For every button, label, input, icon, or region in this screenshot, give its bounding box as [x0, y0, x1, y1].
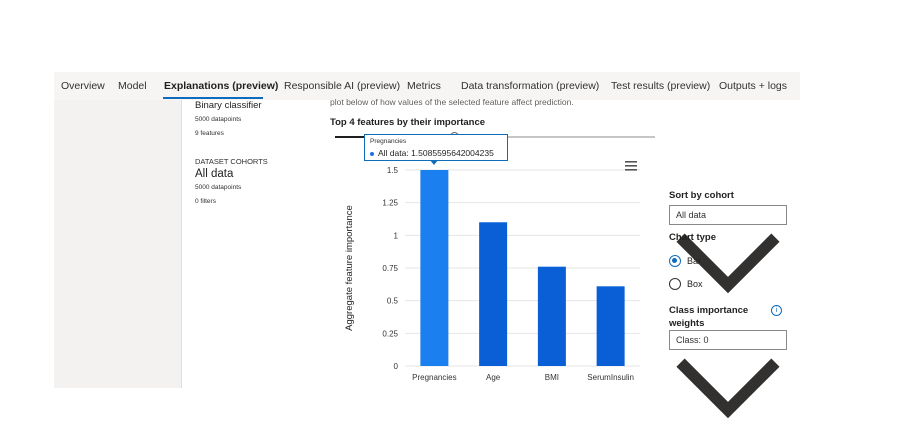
tab-data-transformation[interactable]: Data transformation (preview)	[461, 80, 600, 92]
series-dot-icon	[370, 151, 374, 156]
tooltip-title: Pregnancies	[370, 138, 407, 145]
bar-age	[479, 222, 508, 366]
bar-tooltip: Pregnancies All data: 1.5085595642004235	[364, 134, 508, 161]
tooltip-pointer	[430, 160, 438, 165]
panel-divider	[181, 100, 182, 388]
y-tick-label: 0.5	[387, 297, 399, 306]
bar-radio-label: Bar	[687, 256, 702, 266]
tab-explanations[interactable]: Explanations (preview)	[164, 80, 279, 92]
chevron-down-icon	[676, 358, 780, 419]
x-tick-label: Age	[486, 373, 501, 382]
sort-by-cohort-dropdown[interactable]: All data	[669, 205, 787, 294]
chart-heading: Top 4 features by their importance	[330, 117, 486, 128]
box-radio[interactable]	[669, 278, 681, 290]
class-weights-value: Class: 0	[676, 335, 709, 345]
cohort-filters: 0 filters	[195, 198, 216, 205]
tab-outputs-logs[interactable]: Outputs + logs	[719, 80, 787, 92]
bar-bmi	[537, 266, 566, 366]
y-tick-label: 0.25	[382, 329, 398, 338]
cohorts-header: DATASET COHORTS	[195, 157, 268, 166]
chevron-down-icon	[676, 233, 780, 294]
model-type: Binary classifier	[195, 100, 262, 111]
y-tick-label: 1.25	[382, 199, 398, 208]
tab-overview[interactable]: Overview	[61, 80, 105, 92]
class-weights-dropdown[interactable]: Class: 0	[669, 330, 787, 419]
tab-test-results[interactable]: Test results (preview)	[611, 80, 711, 92]
y-tick-label: 0.75	[382, 264, 398, 273]
intro-text: plot below of how values of the selected…	[330, 97, 574, 107]
box-radio-label: Box	[687, 279, 703, 289]
x-tick-label: BMI	[545, 373, 559, 382]
feature-importance-chart: 0 0.25 0.5 0.75 1 1.25 1.5 Aggregate feature im…	[344, 166, 640, 382]
features-count: 9 features	[195, 130, 224, 137]
cohort-name: All data	[195, 168, 234, 180]
datapoints-count: 5000 datapoints	[195, 116, 242, 123]
tab-model[interactable]: Model	[118, 80, 147, 92]
tab-bar	[54, 72, 800, 100]
tooltip-value-text: All data: 1.5085595642004235	[378, 148, 494, 158]
class-importance-label: Class importance	[669, 305, 749, 316]
hamburger-menu-icon[interactable]	[625, 161, 637, 171]
sort-by-cohort-value: All data	[676, 210, 707, 220]
sort-by-cohort-label: Sort by cohort	[669, 190, 734, 201]
y-tick-label: 1	[394, 231, 399, 240]
tab-responsible-ai[interactable]: Responsible AI (preview)	[284, 80, 401, 92]
class-importance-label-2: weights	[669, 318, 705, 329]
tab-metrics[interactable]: Metrics	[407, 80, 441, 92]
info-icon[interactable]: i	[771, 305, 782, 316]
y-axis-label: Aggregate feature importance	[344, 205, 355, 331]
y-tick-label: 1.5	[387, 166, 399, 175]
x-tick-label: Pregnancies	[412, 373, 456, 382]
cohort-datapoints: 5000 datapoints	[195, 184, 242, 191]
y-tick-label: 0	[394, 362, 399, 371]
x-tick-label: SerumInsulin	[587, 373, 634, 382]
tooltip-value: All data: 1.5085595642004235	[370, 148, 494, 158]
left-strip	[54, 100, 181, 388]
bar-radio[interactable]	[669, 255, 681, 267]
active-tab-indicator	[163, 97, 263, 99]
chart-type-label: Chart type	[669, 232, 716, 243]
bar-seruminsulin	[596, 286, 625, 366]
bar-pregnancies	[420, 170, 449, 366]
